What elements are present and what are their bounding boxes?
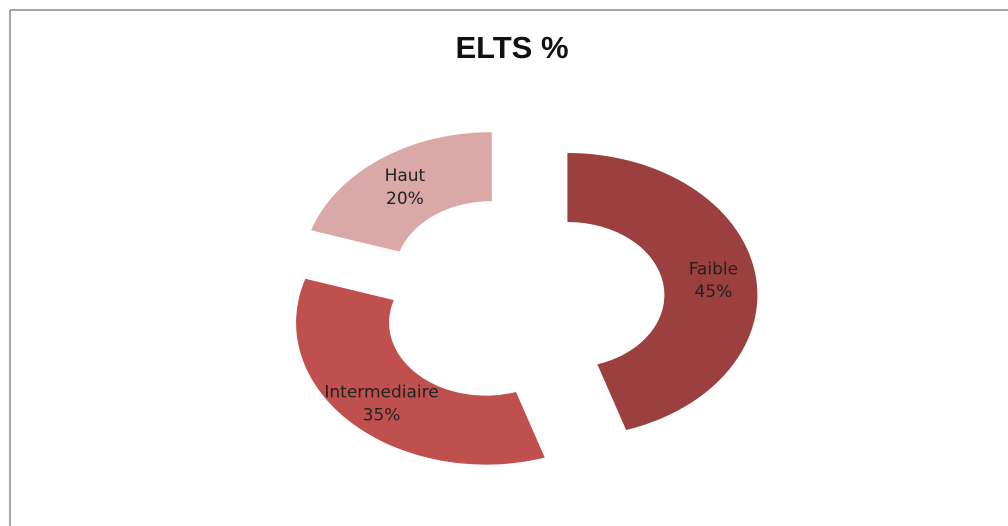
- segment-label: Intermediaire 35%: [324, 383, 438, 426]
- segment-category: Intermediaire: [324, 383, 438, 403]
- segment-value: 20%: [386, 189, 424, 209]
- segment-label: Faible 45%: [689, 259, 738, 302]
- chart-title: ELTS %: [455, 30, 568, 65]
- segment-category: Haut: [385, 166, 426, 186]
- donut-segment: [311, 132, 492, 252]
- segment-value: 35%: [363, 405, 401, 425]
- segment-value: 45%: [694, 282, 732, 302]
- segment-label: Haut 20%: [385, 166, 426, 209]
- donut-segment: [296, 278, 545, 465]
- donut-segment: [567, 152, 758, 431]
- segment-category: Faible: [689, 259, 738, 279]
